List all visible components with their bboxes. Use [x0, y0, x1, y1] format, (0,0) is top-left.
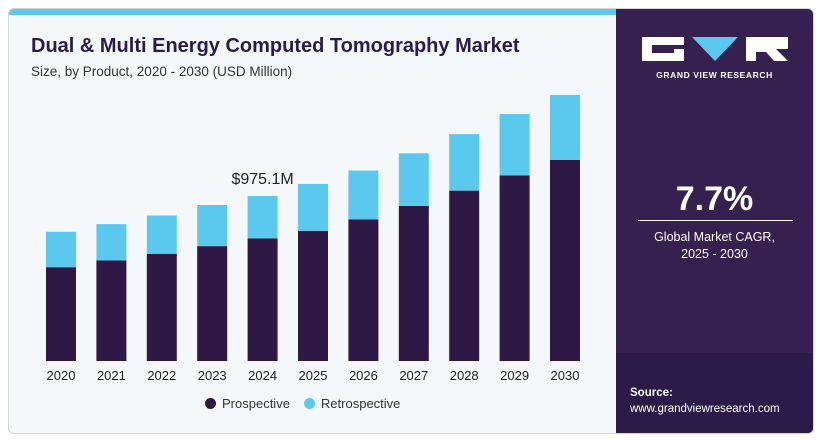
source-label: Source: [630, 387, 673, 399]
data-label-annotation: $975.1M [231, 171, 293, 188]
brand-name: GRAND VIEW RESEARCH [656, 70, 773, 80]
bar-prospective-2022 [146, 253, 177, 361]
x-tick-label: 2024 [248, 368, 277, 383]
bar-prospective-2020 [46, 267, 76, 361]
bar-prospective-2029 [499, 175, 530, 361]
legend-label-retrospective: Retrospective [320, 396, 401, 411]
bar-retrospective-2025 [298, 183, 328, 231]
source-url: www.grandviewresearch.com [630, 403, 780, 415]
x-tick-label: 2025 [299, 368, 328, 383]
legend-swatch-retrospective [303, 398, 315, 409]
bar-retrospective-2030 [550, 94, 580, 160]
infographic-card: Dual & Multi Energy Computed Tomography … [8, 8, 814, 434]
legend-item-prospective: Prospective [205, 396, 290, 411]
x-tick-label: 2030 [551, 368, 580, 383]
bar-chart: 2020 2021 2022 2023 2024 $975.1M 2025 2026 2027 2… [46, 94, 580, 383]
bar-retrospective-2024 [247, 195, 278, 239]
bar-prospective-2026 [348, 219, 379, 361]
bar-prospective-2025 [298, 230, 328, 361]
chart-subtitle: Size, by Product, 2020 - 2030 (USD Milli… [31, 64, 293, 79]
grand-view-research-logo [642, 37, 788, 61]
cagr-period: 2025 - 2030 [681, 247, 748, 261]
bar-prospective-2023 [197, 246, 228, 361]
bar-retrospective-2023 [197, 204, 228, 247]
legend-swatch-prospective [205, 398, 216, 409]
x-tick-label: 2027 [399, 368, 428, 383]
x-tick-label: 2029 [500, 368, 529, 383]
bar-prospective-2028 [449, 190, 480, 361]
x-tick-label: 2028 [450, 368, 479, 383]
bar-prospective-2021 [96, 260, 127, 361]
bar-prospective-2027 [398, 205, 429, 361]
x-tick-label: 2022 [147, 368, 176, 383]
legend-label-prospective: Prospective [222, 396, 290, 411]
legend-item-retrospective: Retrospective [303, 396, 401, 411]
bar-prospective-2024 [247, 238, 278, 361]
x-tick-label: 2026 [349, 368, 378, 383]
bar-retrospective-2022 [146, 215, 177, 254]
bar-retrospective-2027 [398, 153, 429, 206]
cagr-value: 7.7% [675, 180, 754, 218]
bar-prospective-2030 [550, 160, 580, 361]
x-tick-label: 2021 [97, 368, 126, 383]
bar-retrospective-2026 [348, 170, 379, 220]
bar-retrospective-2020 [46, 231, 76, 268]
chart-title: Dual & Multi Energy Computed Tomography … [31, 35, 520, 57]
x-tick-label: 2020 [47, 368, 76, 383]
top-accent-bar [9, 9, 616, 15]
chart-legend: Prospective Retrospective [205, 396, 414, 411]
bar-retrospective-2028 [449, 134, 480, 191]
x-tick-label: 2023 [198, 368, 227, 383]
cagr-label: Global Market CAGR, [654, 230, 775, 244]
side-panel: GRAND VIEW RESEARCH 7.7% Global Market C… [616, 9, 813, 433]
bar-retrospective-2021 [96, 224, 127, 261]
source-band: Source: www.grandviewresearch.com [616, 353, 813, 433]
cagr-divider [638, 220, 793, 221]
bar-retrospective-2029 [499, 114, 530, 176]
